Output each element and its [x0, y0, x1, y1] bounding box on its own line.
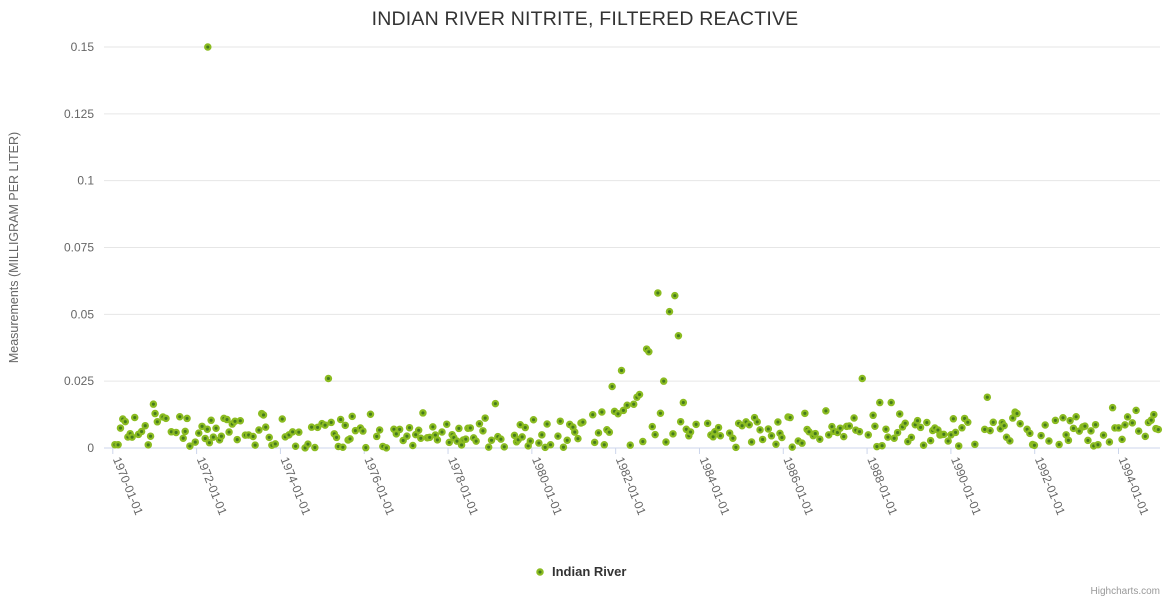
svg-text:1972-01-01: 1972-01-01 [194, 455, 230, 517]
svg-text:0.05: 0.05 [71, 307, 95, 321]
svg-text:0.1: 0.1 [77, 174, 94, 188]
svg-text:Indian River: Indian River [552, 564, 626, 579]
svg-text:1982-01-01: 1982-01-01 [613, 455, 649, 517]
svg-text:1988-01-01: 1988-01-01 [864, 455, 900, 517]
svg-text:1980-01-01: 1980-01-01 [529, 455, 565, 517]
svg-text:0.075: 0.075 [64, 241, 94, 255]
svg-text:1992-01-01: 1992-01-01 [1032, 455, 1068, 517]
svg-text:1994-01-01: 1994-01-01 [1116, 455, 1152, 517]
svg-text:1976-01-01: 1976-01-01 [361, 455, 397, 517]
svg-text:0.125: 0.125 [64, 107, 94, 121]
svg-text:0: 0 [87, 441, 94, 455]
svg-text:0.025: 0.025 [64, 374, 94, 388]
svg-text:1986-01-01: 1986-01-01 [780, 455, 816, 517]
svg-text:1970-01-01: 1970-01-01 [110, 455, 146, 517]
svg-text:Highcharts.com: Highcharts.com [1091, 586, 1160, 597]
svg-text:1990-01-01: 1990-01-01 [948, 455, 984, 517]
svg-text:Measurements (MILLIGRAM PER LI: Measurements (MILLIGRAM PER LITER) [7, 132, 21, 363]
svg-text:1984-01-01: 1984-01-01 [697, 455, 733, 517]
svg-text:0.15: 0.15 [71, 40, 95, 54]
svg-text:INDIAN RIVER NITRITE, FILTERED: INDIAN RIVER NITRITE, FILTERED REACTIVE [372, 8, 799, 30]
svg-text:1978-01-01: 1978-01-01 [445, 455, 481, 517]
svg-text:1974-01-01: 1974-01-01 [278, 455, 314, 517]
